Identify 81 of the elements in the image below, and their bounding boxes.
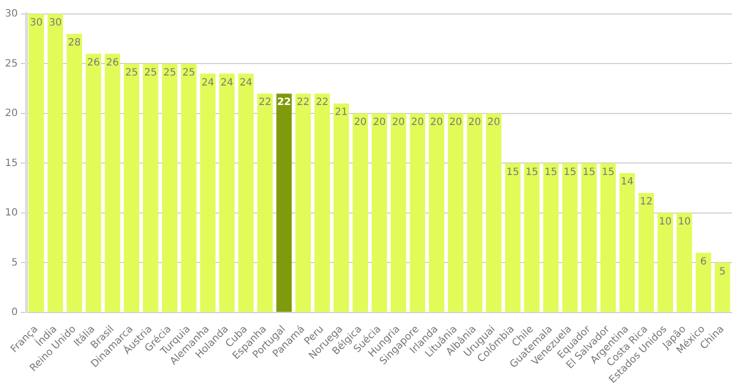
- data-label: 24: [220, 77, 234, 88]
- y-tick-label: 20: [4, 108, 18, 120]
- data-label: 20: [468, 117, 482, 128]
- data-label: 25: [144, 67, 157, 78]
- y-tick-label: 0: [11, 306, 18, 318]
- data-label: 20: [487, 117, 500, 128]
- bar: [505, 163, 520, 312]
- data-label: 12: [640, 196, 653, 208]
- bar: [638, 193, 654, 312]
- bar: [410, 113, 426, 312]
- bar: [428, 113, 444, 312]
- bar: [466, 113, 482, 312]
- data-label: 30: [30, 18, 43, 29]
- bar: [48, 14, 64, 312]
- data-label: 20: [354, 117, 367, 128]
- bar: [562, 163, 578, 312]
- data-label: 24: [201, 77, 214, 88]
- data-label: 20: [430, 117, 443, 128]
- bar: [162, 64, 178, 312]
- data-label: 20: [411, 117, 424, 128]
- data-label: 10: [658, 216, 672, 228]
- data-label: 6: [700, 256, 707, 268]
- bar: [181, 64, 196, 312]
- bar: [696, 252, 712, 312]
- bar: [448, 113, 464, 312]
- bar: [581, 163, 597, 312]
- data-label: 30: [48, 18, 62, 29]
- data-label: 15: [582, 166, 596, 178]
- data-label: 10: [678, 216, 691, 228]
- bar: [86, 54, 102, 312]
- bar: [66, 34, 82, 312]
- data-label: 15: [525, 166, 538, 178]
- data-label: 22: [277, 97, 292, 108]
- y-tick-label: 5: [11, 257, 18, 268]
- data-label: 26: [106, 57, 119, 68]
- bar: [334, 104, 349, 312]
- bar: [372, 113, 388, 312]
- bar: [104, 54, 120, 312]
- bar: [276, 94, 292, 312]
- data-label: 22: [316, 97, 329, 108]
- bar: [28, 14, 44, 312]
- data-label: 15: [506, 166, 520, 178]
- data-label: 22: [258, 97, 272, 108]
- data-label: 14: [620, 176, 634, 188]
- data-label: 15: [544, 166, 558, 178]
- bar: [714, 262, 730, 312]
- data-label: 25: [125, 67, 138, 78]
- data-label: 28: [68, 37, 81, 48]
- data-label: 25: [163, 67, 176, 78]
- bar: [658, 212, 673, 312]
- bar: [200, 74, 216, 312]
- bar: [676, 212, 692, 312]
- bar: [486, 113, 502, 312]
- bar: [543, 163, 559, 312]
- data-label: 20: [372, 117, 386, 128]
- data-label: 20: [392, 117, 405, 128]
- data-label: 22: [296, 97, 310, 108]
- bar: [238, 74, 254, 312]
- y-tick-label: 10: [4, 208, 18, 219]
- bar: [352, 113, 368, 312]
- y-tick-label: 25: [4, 58, 18, 70]
- bar: [390, 113, 406, 312]
- data-label: 25: [182, 67, 196, 78]
- data-label: 21: [334, 107, 348, 118]
- bar: [619, 173, 635, 312]
- y-tick-label: 30: [4, 8, 18, 20]
- data-label: 5: [719, 266, 726, 278]
- bar: [524, 163, 540, 312]
- data-label: 24: [240, 77, 252, 88]
- data-label: 15: [602, 166, 614, 178]
- data-label: 15: [564, 166, 576, 178]
- y-tick-label: 15: [4, 158, 18, 169]
- bar: [142, 64, 158, 312]
- bar: [314, 94, 330, 312]
- data-label: 26: [87, 57, 100, 68]
- bar: [219, 74, 235, 312]
- bar: [295, 94, 311, 312]
- data-label: 20: [449, 117, 462, 128]
- bar: [257, 94, 273, 312]
- bar: [600, 163, 616, 312]
- bar: [124, 64, 140, 312]
